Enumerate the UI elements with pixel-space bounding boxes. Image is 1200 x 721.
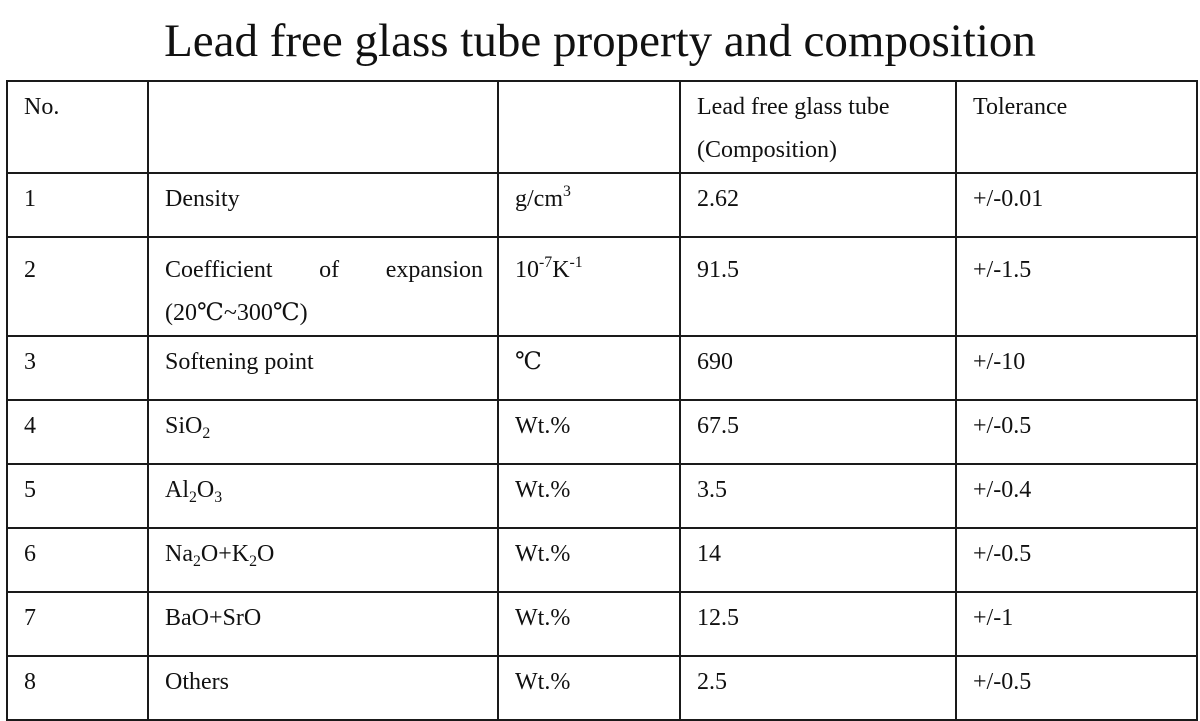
header-cell-value: Lead free glass tube (Composition) bbox=[679, 80, 957, 174]
table-row: 4 SiO2 Wt.% 67.5 +/-0.5 bbox=[6, 399, 1198, 465]
header-value-line2: (Composition) bbox=[697, 137, 838, 163]
table-header-row: No. Lead free glass tube (Composition) T… bbox=[6, 80, 1198, 174]
property-line1: Coefficient of expansion bbox=[165, 249, 496, 292]
tolerance: +/-0.5 bbox=[973, 413, 1032, 439]
property-name: Others bbox=[165, 669, 229, 695]
tolerance: +/-0.4 bbox=[973, 477, 1032, 503]
header-property bbox=[150, 83, 496, 86]
property-name: Al2O3 bbox=[165, 477, 223, 507]
header-cell-tolerance: Tolerance bbox=[955, 80, 1198, 174]
row-number: 5 bbox=[24, 477, 36, 503]
header-no: No. bbox=[24, 94, 60, 120]
header-cell-property bbox=[147, 80, 499, 174]
tolerance: +/-1.5 bbox=[973, 257, 1032, 283]
table-row: 3 Softening point ℃ 690 +/-10 bbox=[6, 335, 1198, 401]
value: 91.5 bbox=[697, 257, 739, 283]
row-number: 1 bbox=[24, 186, 36, 212]
unit: Wt.% bbox=[515, 605, 571, 631]
property-name: Density bbox=[165, 186, 240, 212]
property-word: expansion bbox=[385, 257, 483, 283]
property-name: BaO+SrO bbox=[165, 605, 262, 631]
unit-superscript: -1 bbox=[569, 254, 583, 272]
unit: Wt.% bbox=[515, 669, 571, 695]
unit-base: 10 bbox=[515, 257, 539, 283]
value: 690 bbox=[697, 349, 733, 375]
value: 12.5 bbox=[697, 605, 739, 631]
table-row: 2 Coefficient of expansion (20℃~300℃) 10… bbox=[6, 236, 1198, 337]
table-row: 5 Al2O3 Wt.% 3.5 +/-0.4 bbox=[6, 463, 1198, 529]
row-number: 4 bbox=[24, 413, 36, 439]
header-cell-no: No. bbox=[6, 80, 149, 174]
header-cell-unit bbox=[497, 80, 681, 174]
value: 3.5 bbox=[697, 477, 727, 503]
unit: Wt.% bbox=[515, 413, 571, 439]
property-name: Coefficient of expansion (20℃~300℃) bbox=[150, 239, 496, 334]
header-value-line1: Lead free glass tube bbox=[697, 94, 890, 120]
value: 2.62 bbox=[697, 186, 739, 212]
unit-superscript: 3 bbox=[563, 183, 571, 201]
page-title: Lead free glass tube property and compos… bbox=[164, 15, 1036, 67]
row-number: 2 bbox=[24, 257, 36, 283]
header-unit bbox=[500, 83, 678, 86]
row-number: 3 bbox=[24, 349, 36, 375]
unit-superscript: -7 bbox=[539, 254, 553, 272]
header-tolerance: Tolerance bbox=[973, 94, 1068, 120]
unit-base: K bbox=[552, 257, 570, 283]
unit: g/cm3 bbox=[500, 175, 678, 221]
property-name: SiO2 bbox=[165, 413, 211, 443]
row-number: 7 bbox=[24, 605, 36, 631]
property-word: of bbox=[319, 257, 340, 283]
property-table: No. Lead free glass tube (Composition) T… bbox=[6, 80, 1198, 721]
unit-base: g/cm bbox=[515, 186, 563, 212]
property-name: Softening point bbox=[165, 349, 314, 375]
tolerance: +/-1 bbox=[973, 605, 1014, 631]
property-line2: (20℃~300℃) bbox=[165, 300, 308, 326]
property-word: Coefficient bbox=[165, 257, 273, 283]
value: 2.5 bbox=[697, 669, 727, 695]
value: 14 bbox=[697, 541, 721, 567]
value: 67.5 bbox=[697, 413, 739, 439]
unit: Wt.% bbox=[515, 477, 571, 503]
header-value: Lead free glass tube (Composition) bbox=[682, 83, 954, 171]
unit: ℃ bbox=[515, 349, 542, 375]
table-row: 8 Others Wt.% 2.5 +/-0.5 bbox=[6, 655, 1198, 721]
table-row: 6 Na2O+K2O Wt.% 14 +/-0.5 bbox=[6, 527, 1198, 593]
tolerance: +/-0.5 bbox=[973, 669, 1032, 695]
tolerance: +/-10 bbox=[973, 349, 1026, 375]
tolerance: +/-0.5 bbox=[973, 541, 1032, 567]
table-row: 7 BaO+SrO Wt.% 12.5 +/-1 bbox=[6, 591, 1198, 657]
row-number: 6 bbox=[24, 541, 36, 567]
unit: 10-7K-1 bbox=[500, 239, 678, 292]
unit: Wt.% bbox=[515, 541, 571, 567]
row-number: 8 bbox=[24, 669, 36, 695]
table-row: 1 Density g/cm3 2.62 +/-0.01 bbox=[6, 172, 1198, 238]
tolerance: +/-0.01 bbox=[973, 186, 1044, 212]
property-name: Na2O+K2O bbox=[165, 541, 275, 571]
